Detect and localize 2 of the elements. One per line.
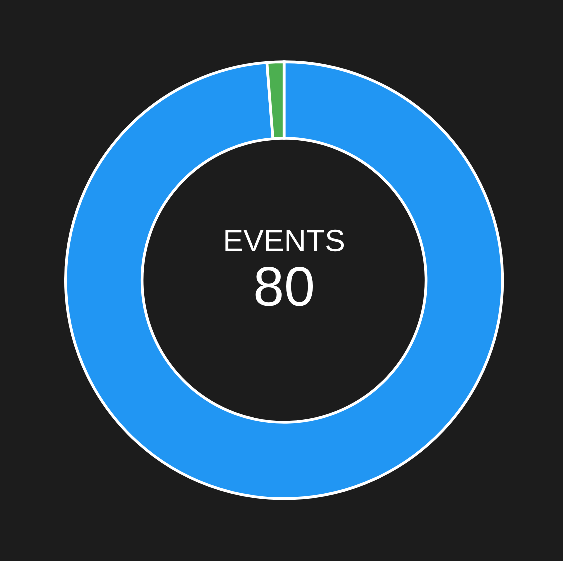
text: EVENTS	[226, 230, 344, 252]
text: 80	[256, 266, 314, 306]
